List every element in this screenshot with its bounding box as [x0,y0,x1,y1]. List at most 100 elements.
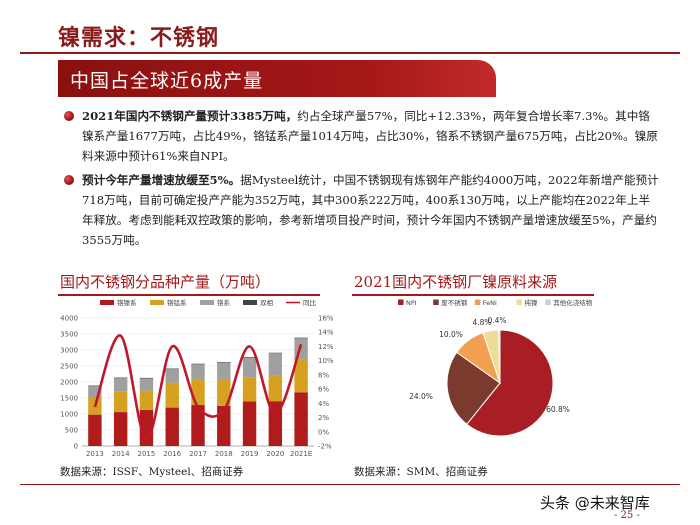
legend-label: 铬镍系 [117,298,137,307]
x-tick-label: 2020 [266,450,284,458]
x-tick-label: 2017 [189,450,207,458]
legend-label: 其他化浇结物 [553,298,593,307]
bar-segment [268,375,283,402]
pie-data-label: 60.8% [546,405,570,414]
y-tick-label: 4000 [60,315,78,323]
pie-data-label: 4.8% [472,318,491,327]
bar-segment [113,412,128,446]
pie-data-label: 0.4% [487,316,506,325]
bar-segment [113,377,128,392]
y-tick-label: 1500 [60,395,78,403]
y2-tick-label: 8% [318,371,329,379]
bar-segment [242,356,257,358]
x-tick-label: 2013 [86,450,104,458]
pie-slice [498,329,501,384]
bar-segment [88,414,102,446]
y2-tick-label: 2% [318,414,329,422]
page-title: 镍需求：不锈钢 [58,25,220,51]
bar-segment [139,390,154,410]
page-number: - 25 - [614,510,640,521]
y2-tick-label: 6% [318,386,329,394]
bar-segment [268,353,283,376]
bar-segment [191,363,205,365]
bar-segment [191,379,205,406]
legend-label: 铬系 [217,298,231,307]
y-tick-label: 3000 [60,347,78,355]
legend-swatch [474,299,481,305]
bar-segment [113,391,128,413]
bar-segment [294,337,308,339]
x-tick-label: 2021E [290,450,312,458]
legend-swatch [243,300,257,305]
bar-segment [191,364,205,380]
bullet-dot-icon [64,111,74,121]
x-tick-label: 2018 [215,450,233,458]
bar-segment [242,401,257,446]
legend-swatch [150,300,164,305]
bar-segment [113,377,128,379]
headline-banner: 中国占全球近6成产量 [58,60,496,97]
y2-tick-label: 4% [318,400,329,408]
bar-segment [294,392,308,446]
legend-swatch [200,300,214,305]
left-chart-source: 数据来源：ISSF、Mysteel、招商证券 [60,466,244,478]
y-tick-label: 3500 [60,331,78,339]
bar-segment [242,377,257,402]
right-chart-rule [352,294,594,296]
bullet-item: 2021年国内不锈钢产量预计3385万吨，约占全球产量57%，同比+12.33%… [60,106,660,166]
pie-slice [446,351,501,425]
y2-tick-label: 0% [318,428,329,436]
y2-tick-label: 16% [318,315,334,323]
pie-slice [466,329,554,437]
left-chart-rule [58,294,320,296]
legend-swatch [545,299,551,305]
y-tick-label: 1000 [60,411,78,419]
bar-segment [242,357,257,378]
yoy-line [93,334,303,441]
y-tick-label: 2500 [60,363,78,371]
bar-segment [88,385,102,387]
bullet-bold-lead: 预计今年产量增速放缓至5%。 [82,173,241,187]
bar-segment [139,377,154,379]
x-tick-label: 2015 [138,450,156,458]
y2-tick-label: 12% [318,343,334,351]
bar-segment [294,359,308,393]
legend-label: 铬锰系 [167,298,187,307]
bar-segment [217,362,231,363]
bullet-dot-icon [64,175,74,185]
bullet-bold-lead: 2021年国内不锈钢产量预计3385万吨， [82,109,298,123]
footer-rule [20,484,680,485]
y2-tick-label: 14% [318,329,334,337]
y-tick-label: 500 [65,427,78,435]
x-tick-label: 2014 [112,450,130,458]
bullet-text: 据Mysteel统计，中国不锈钢现有炼钢年产能约4000万吨，2022年新增产能… [82,173,659,247]
charts-canvas: 0 500 1000 1500 2000 2500 3000 3500 4000 -2% 0% 2% 4… [60,298,593,458]
bar-segment [165,368,179,383]
y2-tick-label: -2% [318,443,332,451]
bullet-text: 约占全球产量57%，同比+12.33%，两年复合增长率7.3%。其中铬镍系产量1… [82,109,658,163]
x-tick-label: 2019 [241,450,259,458]
bar-segment [165,407,179,446]
right-chart-title: 2021国内不锈钢厂镍原料来源 [354,273,558,291]
legend-label: 同比 [303,298,317,307]
y-tick-label: 2000 [60,379,78,387]
bar-segment [217,380,231,406]
legend-label: FeNi [483,299,497,307]
x-tick-label: 2016 [163,450,181,458]
legend-swatch [433,299,439,305]
title-rule [20,52,680,54]
banner-text: 中国占全球近6成产量 [70,70,264,92]
bar-segment [139,378,154,391]
legend-swatch [516,299,522,305]
bar-segment [217,406,231,446]
bar-segment [268,352,283,354]
bar-segment [217,362,231,381]
right-chart-source: 数据来源：SMM、招商证券 [354,466,488,478]
legend-swatch [398,299,404,305]
watermark: 头条 @未来智库 [540,494,650,512]
bullet-list: 2021年国内不锈钢产量预计3385万吨，约占全球产量57%，同比+12.33%… [60,106,660,254]
legend-label: 双相 [260,298,274,307]
bar-segment [165,382,179,408]
left-chart-title: 国内不锈钢分品种产量（万吨） [60,273,271,291]
bar-segment [165,368,179,370]
